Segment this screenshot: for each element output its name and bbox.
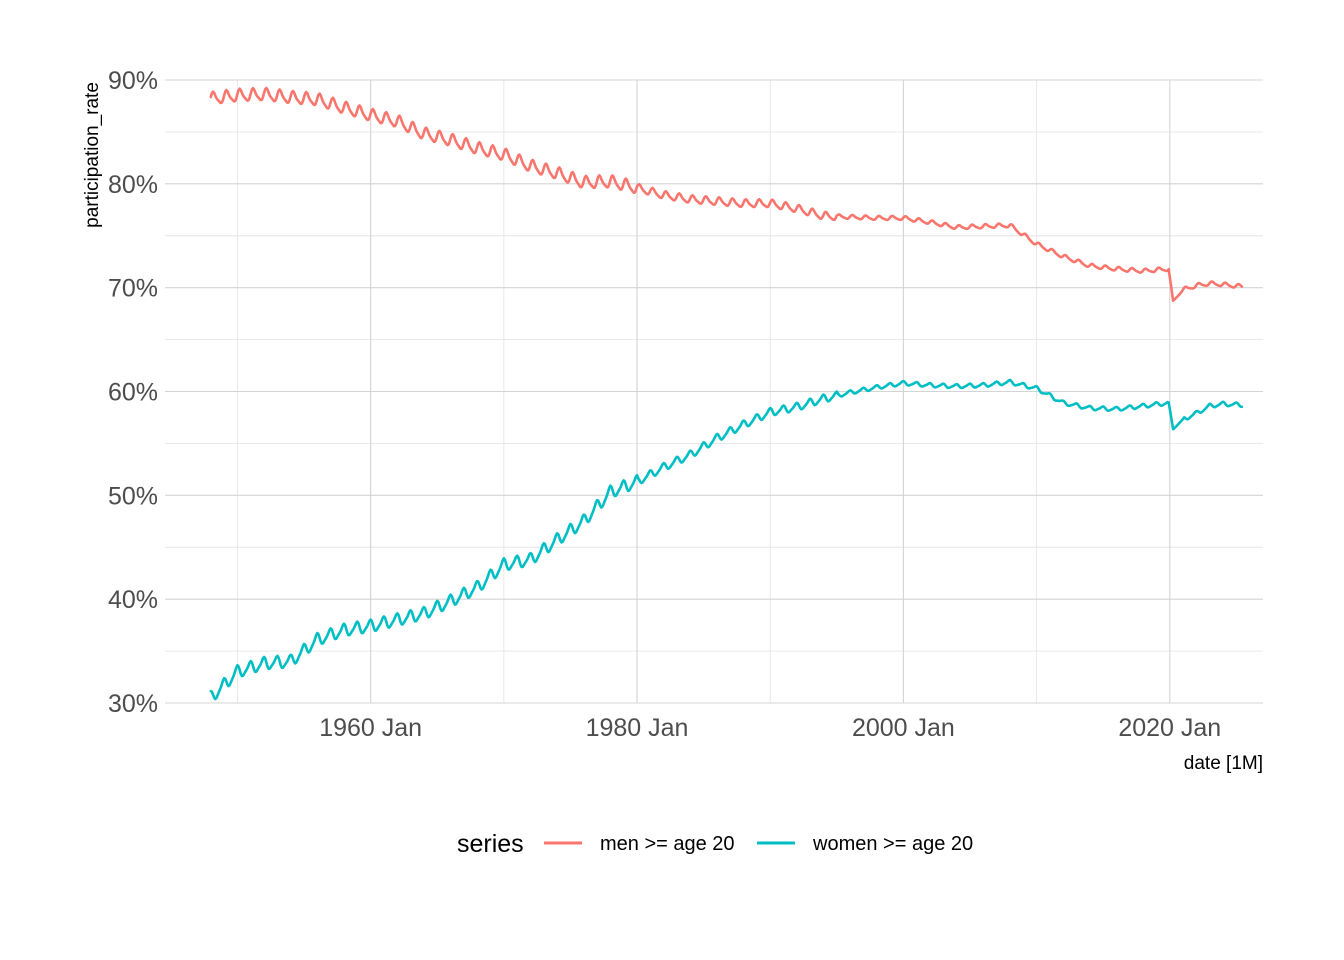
y-tick-label: 70% (108, 275, 158, 303)
legend: series men >= age 20 women >= age 20 (457, 830, 973, 858)
y-tick-label: 30% (108, 690, 158, 718)
x-tick-label: 2000 Jan (852, 714, 955, 742)
y-tick-label: 80% (108, 171, 158, 199)
x-tick-label: 1960 Jan (319, 714, 422, 742)
y-tick-label: 90% (108, 67, 158, 95)
y-axis-tick-labels: 30% 40% 50% 60% 70% 80% 90% (108, 67, 158, 718)
legend-label-women: women >= age 20 (812, 833, 973, 855)
series-lines (209, 86, 1244, 701)
x-axis-title: date [1M] (1184, 753, 1263, 774)
legend-title: series (457, 830, 524, 858)
y-tick-label: 60% (108, 379, 158, 407)
x-axis-tick-labels: 1960 Jan 1980 Jan 2000 Jan 2020 Jan (319, 714, 1221, 742)
series-line-women (209, 378, 1244, 701)
y-tick-label: 50% (108, 482, 158, 510)
x-tick-label: 1980 Jan (586, 714, 689, 742)
x-tick-label: 2020 Jan (1118, 714, 1221, 742)
y-axis-title: participation_rate (82, 82, 103, 228)
y-tick-label: 40% (108, 586, 158, 614)
major-gridlines (165, 79, 1263, 704)
series-line-men (209, 86, 1244, 302)
legend-label-men: men >= age 20 (600, 833, 735, 855)
